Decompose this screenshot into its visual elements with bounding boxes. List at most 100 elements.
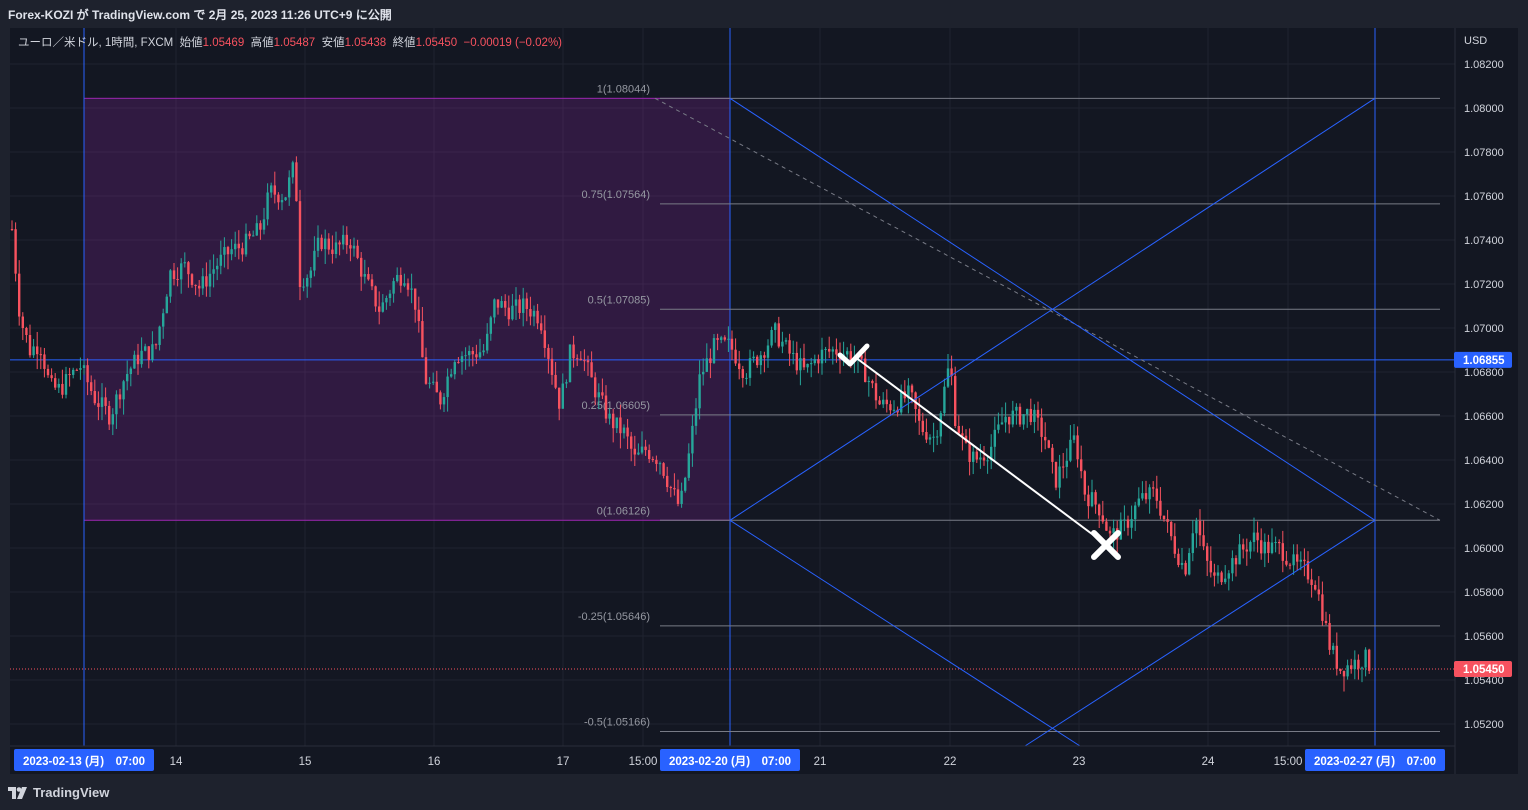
candle-body: [457, 362, 460, 364]
price-tick-label: 1.07800: [1464, 147, 1504, 159]
candle-body: [18, 273, 21, 317]
candle-body: [1368, 649, 1371, 671]
candle-body: [298, 201, 302, 287]
candle-body: [57, 383, 60, 388]
candle-body: [226, 247, 230, 255]
candle-body: [1206, 546, 1209, 561]
candle-body: [453, 362, 456, 375]
candle-body: [957, 426, 960, 434]
candle-body: [892, 409, 896, 411]
candle-body: [280, 200, 284, 203]
time-badge: [14, 749, 154, 771]
candle-body: [1213, 572, 1216, 576]
candle-body: [990, 446, 993, 461]
candle-body: [1040, 417, 1043, 437]
candle-body: [734, 349, 737, 364]
price-tick-label: 1.06600: [1464, 411, 1504, 423]
candle-body: [46, 368, 50, 376]
candle-body: [133, 354, 136, 369]
high-value: 1.05487: [273, 37, 316, 49]
candle-body: [219, 254, 222, 266]
price-axis-bg: [1455, 28, 1518, 774]
candle-body: [345, 234, 348, 246]
candle-body: [468, 350, 471, 356]
candle-body: [950, 368, 953, 377]
candle-body: [540, 323, 543, 331]
candle-body: [79, 368, 82, 370]
candle-body: [644, 446, 647, 451]
price-axis[interactable]: USD 1.08200 1.08000 1.07800 1.07600 1.07400 1.…: [1454, 28, 1518, 774]
candle-body: [1252, 532, 1256, 543]
candle-body: [291, 162, 294, 178]
candle-body: [252, 235, 255, 237]
candle-body: [424, 357, 428, 384]
candle-body: [1231, 558, 1234, 574]
candle-body: [374, 286, 377, 307]
candle-body: [597, 392, 600, 398]
candle-body: [90, 382, 93, 392]
candle-body: [622, 427, 626, 434]
candle-body: [1159, 500, 1162, 516]
candle-body: [824, 348, 827, 350]
candle-body: [118, 394, 122, 400]
time-tick-label: 21: [814, 756, 827, 768]
candle-body: [288, 177, 291, 198]
candle-body: [169, 270, 172, 297]
candle-body: [486, 333, 489, 351]
candle-body: [655, 459, 658, 464]
candle-body: [752, 356, 755, 359]
candle-body: [435, 381, 438, 393]
candle-body: [1321, 594, 1324, 621]
candle-body: [709, 358, 712, 364]
tradingview-logo[interactable]: TradingView: [8, 785, 109, 800]
candle-body: [993, 429, 996, 447]
candle-body: [1018, 406, 1022, 425]
candle-body: [982, 457, 986, 461]
candle-body: [1202, 535, 1205, 547]
time-tick-label: 15: [299, 756, 312, 768]
candle-body: [532, 310, 536, 317]
time-axis[interactable]: 14 15 16 17 15:00 21 22 23 24 15:00 2023-02-13 (月)…: [10, 745, 1455, 771]
candle-body: [1076, 435, 1079, 460]
candle-body: [158, 326, 161, 345]
candle-body: [882, 399, 885, 405]
time-tick-label: 15:00: [629, 756, 658, 768]
candle-body: [705, 358, 708, 372]
candle-body: [86, 365, 89, 383]
candle-body: [878, 400, 881, 405]
candle-body: [666, 475, 669, 488]
candle-body: [255, 223, 258, 236]
time-badge: [1305, 749, 1445, 771]
candle-body: [1170, 521, 1173, 537]
candle-body: [302, 286, 305, 288]
candle-body: [669, 487, 672, 489]
candle-body: [507, 307, 510, 320]
candle-body: [648, 450, 651, 460]
fib-retracement[interactable]: 1(1.08044) 0.75(1.07564) 0.5(1.07085) 0.25(…: [578, 83, 1441, 732]
candle-body: [1123, 519, 1126, 521]
candle-body: [802, 358, 806, 368]
candle-body: [633, 448, 636, 455]
price-tick-label: 1.05800: [1464, 587, 1504, 599]
candle-body: [691, 425, 694, 454]
candle-body: [1288, 564, 1292, 566]
candle-body: [925, 432, 928, 440]
candle-body: [1274, 541, 1277, 543]
candle-body: [673, 487, 676, 490]
gann-lines[interactable]: [729, 97, 1376, 747]
candle-body: [547, 347, 550, 359]
candle-body: [939, 413, 942, 437]
candle-body: [1108, 530, 1112, 534]
trade-annotations[interactable]: [837, 343, 1121, 560]
candle-body: [205, 276, 208, 287]
candle-body: [961, 433, 964, 436]
candle-body: [1270, 542, 1274, 553]
candle-body: [1036, 409, 1040, 418]
symbol-name[interactable]: ユーロ／米ドル, 1時間, FXCM: [18, 37, 174, 49]
candle-body: [14, 229, 17, 274]
price-tick-label: 1.07400: [1464, 235, 1504, 247]
purple-range-zone[interactable]: [83, 97, 731, 521]
candle-body: [399, 274, 402, 286]
candle-body: [1011, 410, 1014, 425]
